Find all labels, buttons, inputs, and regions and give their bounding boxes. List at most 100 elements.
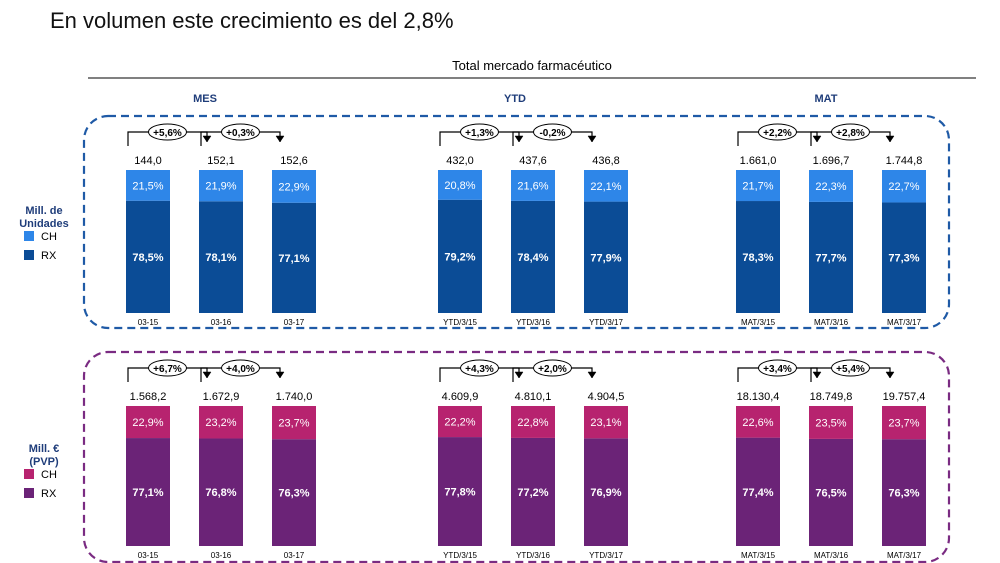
- data-label-ch: 22,8%: [517, 417, 548, 429]
- bar-ch: [272, 406, 316, 440]
- bar-rx: [736, 201, 780, 313]
- bar-rx: [809, 438, 853, 546]
- growth-arrowhead: [202, 371, 212, 379]
- x-tick-label: 03-15: [138, 318, 159, 327]
- x-tick-label: 03-17: [284, 551, 305, 560]
- data-label-ch: 22,6%: [742, 417, 773, 429]
- data-label-rx: 78,3%: [742, 252, 773, 264]
- x-tick-label: 03-16: [211, 551, 232, 560]
- data-label-rx: 77,9%: [590, 252, 621, 264]
- x-tick-label: MAT/3/16: [814, 318, 849, 327]
- total-label: 1.744,8: [886, 155, 923, 167]
- legend-swatch-rx: [24, 488, 34, 498]
- row-label: Mill. €: [29, 443, 60, 455]
- data-label-rx: 76,5%: [815, 487, 846, 499]
- bar-rx: [584, 201, 628, 313]
- data-label-rx: 77,4%: [742, 487, 773, 499]
- bar-rx: [126, 200, 170, 313]
- data-label-ch: 22,3%: [815, 181, 846, 193]
- bar-ch: [272, 170, 316, 203]
- bar-ch: [882, 406, 926, 440]
- bar-ch: [736, 170, 780, 202]
- growth-arrowhead: [812, 371, 822, 379]
- x-tick-label: 03-15: [138, 551, 159, 560]
- data-label-ch: 22,9%: [132, 417, 163, 429]
- total-label: 18.130,4: [737, 391, 780, 403]
- growth-arrowhead: [587, 371, 597, 379]
- data-label-ch: 23,7%: [888, 418, 919, 430]
- bar-ch: [511, 406, 555, 438]
- growth-label: +1,3%: [465, 128, 494, 139]
- growth-label: -0,2%: [539, 128, 565, 139]
- growth-label: +2,0%: [538, 364, 567, 375]
- x-tick-label: MAT/3/17: [887, 551, 922, 560]
- bar-ch: [511, 170, 555, 201]
- legend-label-ch: CH: [41, 231, 57, 243]
- growth-badge: [533, 359, 572, 377]
- growth-arrowhead: [812, 135, 822, 143]
- growth-label: +6,7%: [153, 364, 182, 375]
- x-tick-label: YTD/3/15: [443, 318, 477, 327]
- growth-arrowhead: [202, 135, 212, 143]
- bar-rx: [126, 438, 170, 546]
- growth-badge: [831, 359, 870, 377]
- growth-label: +2,8%: [836, 128, 865, 139]
- bar-ch: [438, 406, 482, 438]
- data-label-rx: 76,9%: [590, 487, 621, 499]
- data-label-ch: 21,7%: [742, 181, 773, 193]
- x-tick-label: MAT/3/16: [814, 551, 849, 560]
- growth-label: +4,3%: [465, 364, 494, 375]
- bar-rx: [882, 439, 926, 546]
- growth-badge: [460, 359, 499, 377]
- total-label: 1.740,0: [276, 391, 313, 403]
- bar-ch: [736, 406, 780, 438]
- total-label: 152,6: [280, 155, 308, 167]
- panel-title: MES: [193, 93, 217, 105]
- growth-badge: [758, 359, 797, 377]
- data-label-ch: 21,9%: [205, 181, 236, 193]
- total-label: 1.672,9: [203, 391, 240, 403]
- bar-ch: [199, 406, 243, 439]
- bar-rx: [272, 439, 316, 546]
- bar-rx: [438, 199, 482, 313]
- row-label: Mill. de: [25, 205, 62, 217]
- data-label-ch: 23,1%: [590, 417, 621, 429]
- data-label-ch: 23,7%: [278, 418, 309, 430]
- bar-ch: [584, 170, 628, 202]
- data-label-rx: 78,5%: [132, 252, 163, 264]
- bar-ch: [126, 170, 170, 201]
- x-tick-label: MAT/3/15: [741, 551, 776, 560]
- growth-arrowhead: [885, 371, 895, 379]
- data-label-ch: 22,9%: [278, 181, 309, 193]
- x-tick-label: MAT/3/17: [887, 318, 922, 327]
- growth-arrowhead: [275, 371, 285, 379]
- total-label: 4.810,1: [515, 391, 552, 403]
- total-label: 18.749,8: [810, 391, 853, 403]
- bar-rx: [809, 201, 853, 313]
- growth-badge: [533, 123, 572, 141]
- legend-label-ch: CH: [41, 469, 57, 481]
- data-label-rx: 78,1%: [205, 252, 236, 264]
- growth-label: +2,2%: [763, 128, 792, 139]
- x-tick-label: YTD/3/17: [589, 318, 623, 327]
- bar-ch: [809, 170, 853, 202]
- growth-label: +4,0%: [226, 364, 255, 375]
- x-tick-label: YTD/3/16: [516, 318, 550, 327]
- growth-arrowhead: [514, 371, 524, 379]
- data-label-ch: 21,6%: [517, 180, 548, 192]
- bar-ch: [882, 170, 926, 203]
- total-label: 436,8: [592, 155, 620, 167]
- legend-swatch-ch: [24, 231, 34, 241]
- growth-label: +0,3%: [226, 128, 255, 139]
- value-frame: [82, 350, 951, 563]
- data-label-ch: 22,1%: [590, 181, 621, 193]
- total-label: 144,0: [134, 155, 162, 167]
- x-tick-label: MAT/3/15: [741, 318, 776, 327]
- bar-rx: [272, 202, 316, 313]
- total-label: 152,1: [207, 155, 235, 167]
- data-label-ch: 20,8%: [444, 180, 475, 192]
- panel-title: MAT: [814, 93, 837, 105]
- bar-rx: [511, 200, 555, 313]
- bar-rx: [736, 437, 780, 546]
